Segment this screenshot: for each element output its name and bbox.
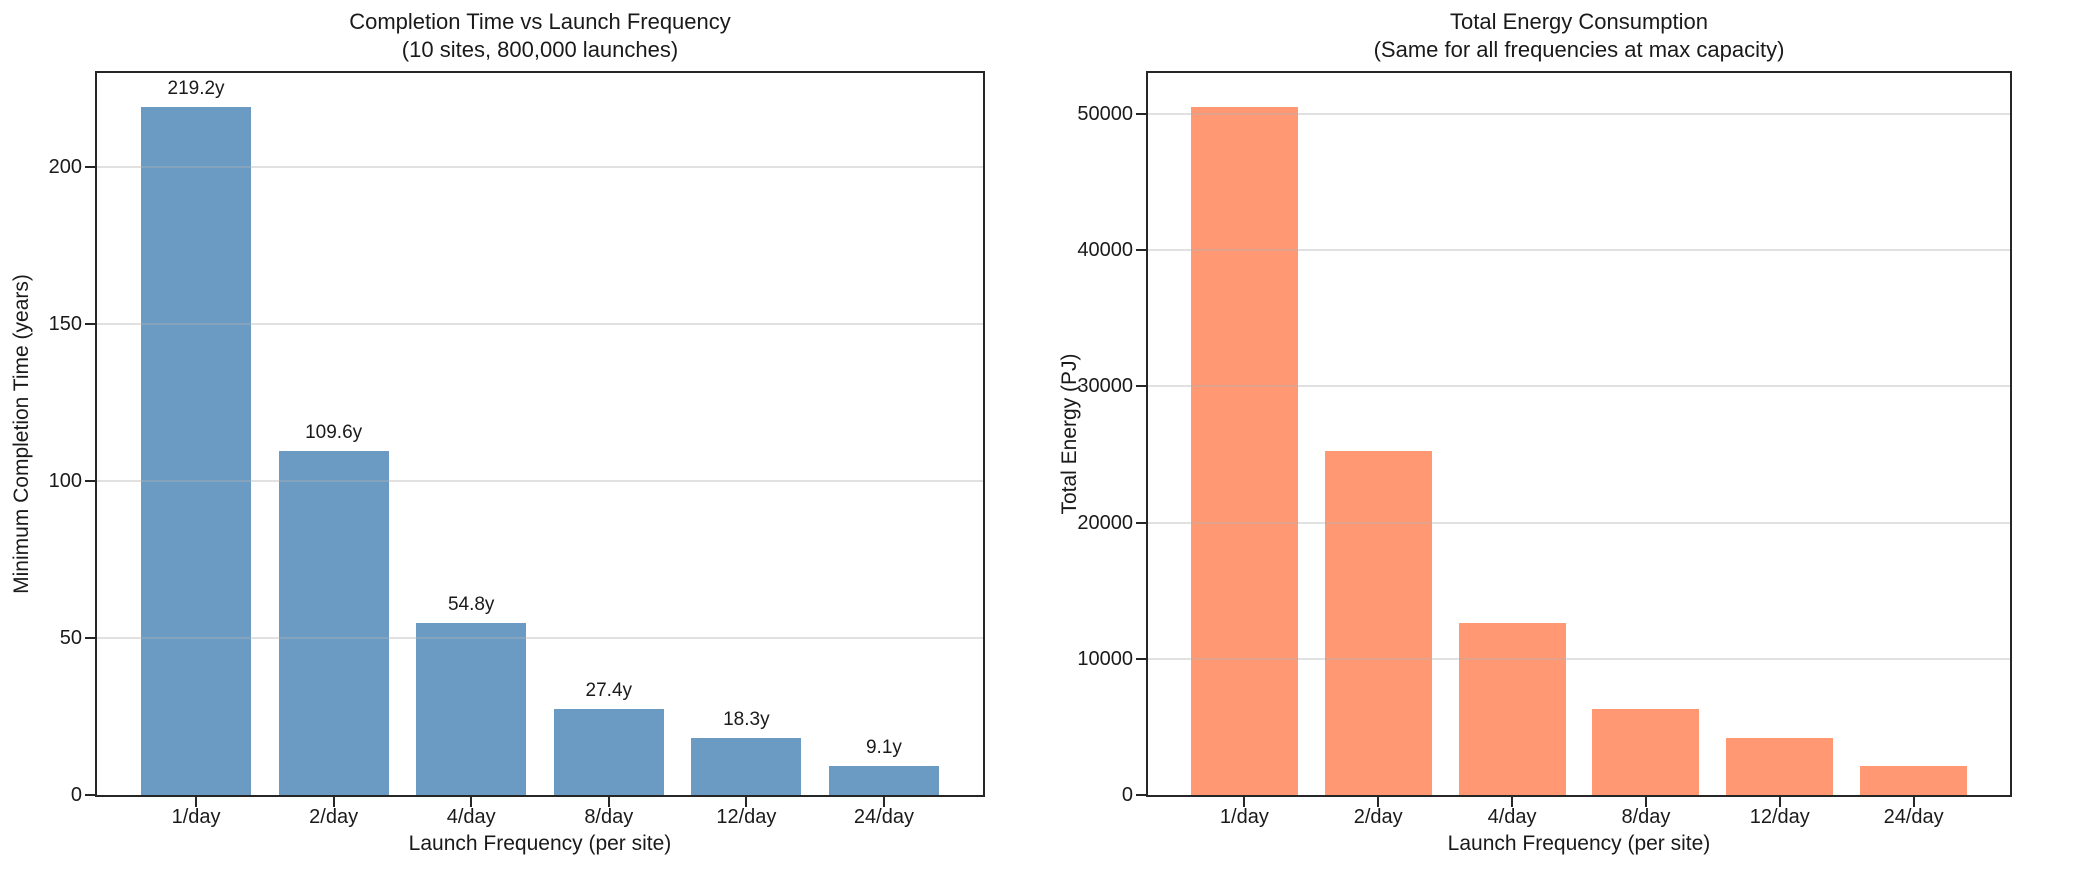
y-gridline	[1148, 385, 2010, 388]
y-tick	[1136, 112, 1146, 115]
x-tick-label: 2/day	[309, 806, 359, 828]
y-tick	[1136, 657, 1146, 660]
chart-subtitle: (Same for all frequencies at max capacit…	[1373, 37, 1785, 62]
chart-title-block: Total Energy Consumption (Same for all f…	[1146, 8, 2012, 64]
x-tick	[882, 797, 885, 807]
x-tick-label: 12/day	[716, 806, 777, 828]
x-tick	[607, 797, 610, 807]
chart-subtitle: (10 sites, 800,000 launches)	[401, 37, 679, 62]
y-tick	[1136, 249, 1146, 252]
x-tick	[1377, 797, 1380, 807]
y-tick	[1136, 521, 1146, 524]
plot-area: 0 10000 20000 30000 40000 50000 1/day 2/day 4/da…	[1077, 71, 2012, 828]
bar-value-label: 27.4y	[585, 680, 633, 701]
bar-value-label: 109.6y	[305, 421, 363, 443]
y-gridline	[97, 480, 983, 483]
x-tick	[1778, 797, 1781, 807]
chart-title: Completion Time vs Launch Frequency	[349, 9, 731, 34]
y-tick-label: 0	[70, 784, 82, 806]
chart-title: Total Energy Consumption	[1449, 9, 1709, 34]
y-gridline	[1148, 657, 2010, 660]
x-tick	[1912, 797, 1915, 807]
y-gridline	[1148, 249, 2010, 252]
bar-value-label: 18.3y	[723, 708, 770, 730]
y-tick	[85, 166, 95, 169]
y-gridline	[1148, 521, 2010, 524]
y-tick-label: 200	[48, 156, 82, 179]
x-tick-label: 8/day	[584, 806, 634, 828]
x-tick	[1243, 797, 1246, 807]
bar-value-label: 9.1y	[865, 737, 902, 759]
y-tick-label: 150	[48, 313, 82, 336]
x-tick	[1644, 797, 1647, 807]
bar-value-label: 54.8y	[447, 593, 495, 615]
x-tick	[195, 797, 198, 807]
y-tick-label: 10000	[1077, 647, 1133, 670]
y-tick	[85, 323, 95, 326]
y-tick-label: 50000	[1077, 102, 1133, 125]
y-tick	[85, 480, 95, 483]
y-tick-label: 20000	[1077, 511, 1133, 534]
y-tick-label: 100	[48, 470, 82, 493]
bar	[691, 737, 802, 795]
x-tick-label: 24/day	[1883, 806, 1944, 828]
x-tick-label: 1/day	[171, 806, 221, 828]
bar	[278, 450, 389, 795]
chart-title-block: Completion Time vs Launch Frequency (10 …	[95, 8, 985, 64]
x-tick-label: 4/day	[1487, 806, 1537, 828]
bar	[1860, 766, 1968, 795]
x-tick-label: 12/day	[1749, 806, 1810, 828]
y-tick	[1136, 794, 1146, 796]
y-tick	[85, 794, 95, 796]
x-tick	[470, 797, 473, 807]
x-axis-label: Launch Frequency (per site)	[408, 832, 672, 855]
x-tick	[745, 797, 748, 807]
x-tick	[1511, 797, 1514, 807]
y-gridline	[97, 637, 983, 640]
y-tick-label: 0	[1121, 784, 1133, 806]
x-tick-label: 4/day	[446, 806, 496, 828]
y-gridline	[1148, 112, 2010, 115]
plot-area: 0 50 100 150 200 219.2y 1/day 109.6y 2/day 54.8y 4…	[49, 71, 985, 828]
bar	[553, 709, 664, 795]
x-tick-label: 1/day	[1219, 806, 1269, 828]
y-gridline	[97, 166, 983, 169]
x-tick-label: 24/day	[853, 806, 914, 828]
bar	[1592, 709, 1700, 795]
y-gridline	[97, 323, 983, 326]
bar-value-label: 219.2y	[167, 77, 225, 99]
bar	[141, 106, 252, 795]
bar	[416, 622, 527, 795]
x-tick-label: 2/day	[1353, 806, 1403, 828]
bar	[1726, 737, 1834, 795]
y-axis-label: Minimum Completion Time (years)	[10, 274, 33, 594]
y-tick	[1136, 385, 1146, 388]
x-axis-label: Launch Frequency (per site)	[1447, 832, 1711, 855]
bar	[1324, 451, 1432, 795]
y-tick-label: 50	[59, 627, 82, 650]
y-tick-label: 40000	[1077, 239, 1133, 262]
x-tick-label: 8/day	[1621, 806, 1671, 828]
y-tick-label: 30000	[1077, 375, 1133, 398]
bar	[828, 766, 939, 795]
bar	[1190, 107, 1298, 795]
x-tick	[332, 797, 335, 807]
bar	[1458, 622, 1566, 795]
y-tick	[85, 637, 95, 640]
